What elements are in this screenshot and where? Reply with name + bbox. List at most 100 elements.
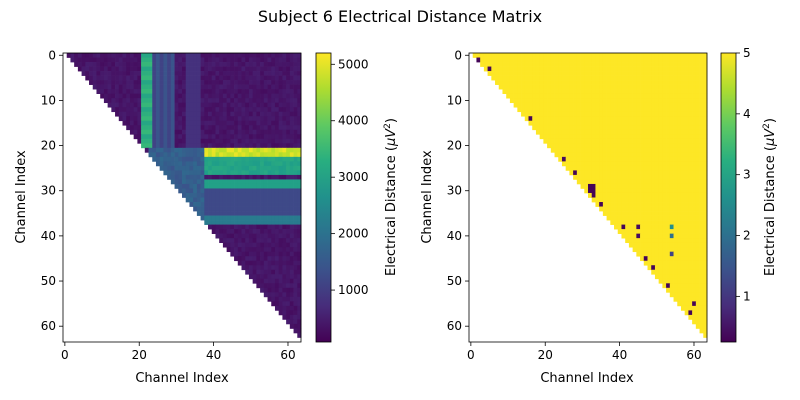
heatmap-cell	[558, 84, 563, 90]
heatmap-cell	[178, 134, 183, 140]
heatmap-cell	[230, 84, 235, 90]
heatmap-cell	[591, 75, 596, 81]
heatmap-cell	[561, 152, 567, 158]
heatmap-cell	[204, 143, 209, 149]
heatmap-cell	[621, 66, 626, 72]
heatmap-cell	[658, 251, 663, 257]
heatmap-cell	[163, 120, 168, 126]
heatmap-cell	[118, 84, 123, 90]
heatmap-cell	[521, 66, 526, 72]
heatmap-cell	[561, 129, 567, 135]
heatmap-cell	[535, 111, 541, 117]
heatmap-cell	[185, 161, 190, 167]
heatmap-cell	[226, 238, 231, 244]
heatmap-cell	[297, 197, 302, 203]
heatmap-cell	[640, 71, 645, 76]
heatmap-cell	[621, 197, 626, 203]
heatmap-cell	[118, 66, 123, 72]
heatmap-cell	[602, 84, 607, 90]
heatmap-cell	[129, 111, 135, 117]
heatmap-cell	[573, 161, 578, 167]
heatmap-cell	[692, 188, 697, 194]
heatmap-cell	[297, 57, 302, 63]
heatmap-cell	[684, 265, 689, 271]
heatmap-cell	[174, 147, 179, 153]
heatmap-cell	[658, 147, 663, 153]
heatmap-cell	[699, 179, 704, 185]
heatmap-cell	[595, 134, 600, 140]
heatmap-cell	[651, 161, 656, 167]
heatmap-cell	[666, 229, 671, 234]
heatmap-cell	[662, 156, 667, 162]
heatmap-cell	[182, 111, 187, 117]
heatmap-cell	[703, 332, 708, 338]
heatmap-cell	[230, 138, 235, 144]
x-tick-label: 20	[132, 348, 147, 362]
heatmap-cell	[286, 98, 291, 104]
heatmap-cell	[159, 138, 164, 144]
heatmap-cell	[669, 265, 674, 271]
heatmap-cell	[621, 107, 626, 113]
heatmap-cell	[602, 71, 607, 76]
heatmap-cell	[573, 57, 578, 63]
heatmap-cell	[561, 80, 567, 85]
heatmap-cell	[278, 57, 283, 63]
heatmap-cell	[554, 89, 559, 94]
heatmap-cell	[204, 111, 209, 117]
heatmap-cell	[256, 220, 261, 225]
heatmap-cell	[699, 192, 704, 198]
heatmap-cell	[256, 165, 261, 171]
heatmap-cell	[115, 107, 120, 113]
heatmap-cell	[278, 84, 283, 90]
heatmap-cell	[230, 116, 235, 122]
heatmap-cell	[547, 75, 552, 81]
heatmap-cell	[699, 197, 704, 203]
heatmap-cell	[297, 238, 302, 244]
heatmap-cell	[222, 120, 227, 126]
heatmap-cell	[237, 152, 242, 158]
heatmap-cell	[211, 134, 216, 140]
heatmap-cell	[182, 183, 187, 189]
heatmap-cell	[126, 93, 131, 99]
heatmap-cell	[126, 102, 131, 108]
heatmap-cell	[688, 93, 693, 99]
heatmap-cell	[282, 116, 287, 122]
heatmap-cell	[651, 89, 656, 94]
heatmap-cell	[241, 265, 246, 271]
heatmap-cell	[673, 206, 678, 212]
heatmap-cell	[155, 116, 161, 122]
heatmap-cell	[200, 71, 205, 76]
heatmap-cell	[263, 102, 268, 108]
heatmap-cell	[680, 179, 686, 185]
heatmap-cell	[267, 265, 272, 271]
heatmap-cell	[547, 111, 552, 117]
heatmap-cell	[621, 174, 626, 180]
heatmap-cell	[573, 143, 578, 149]
heatmap-cell	[666, 138, 671, 144]
heatmap-cell	[640, 147, 645, 153]
heatmap-cell	[669, 71, 674, 76]
heatmap-cell	[625, 206, 630, 212]
heatmap-cell	[163, 62, 168, 67]
heatmap-cell	[282, 134, 287, 140]
heatmap-cell	[282, 183, 287, 189]
heatmap-cell	[610, 120, 615, 126]
heatmap-cell	[539, 93, 544, 99]
heatmap-cell	[591, 102, 596, 108]
left-colorbar-gradient	[315, 52, 332, 343]
heatmap-cell	[152, 89, 157, 94]
heatmap-cell	[621, 53, 626, 58]
heatmap-cell	[204, 183, 209, 189]
heatmap-cell	[226, 66, 231, 72]
heatmap-cell	[126, 120, 131, 126]
heatmap-cell	[189, 62, 194, 67]
heatmap-cell	[543, 125, 548, 131]
heatmap-cell	[621, 80, 626, 85]
heatmap-cell	[200, 192, 205, 198]
heatmap-cell	[695, 206, 700, 212]
heatmap-cell	[126, 107, 131, 113]
heatmap-cell	[129, 98, 135, 104]
heatmap-cell	[271, 233, 276, 239]
heatmap-cell	[573, 66, 578, 72]
heatmap-cell	[625, 66, 630, 72]
